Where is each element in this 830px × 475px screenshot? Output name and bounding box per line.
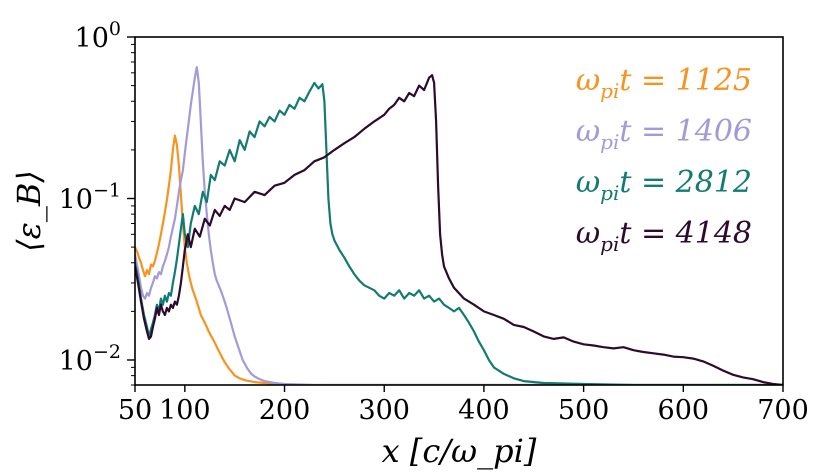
x-axis: 50 100 200 300 400 500 600 700 (118, 385, 809, 426)
legend-entry-3: ωpit = 4148 (576, 216, 752, 256)
legend-entry-2: ωpit = 2812 (576, 165, 752, 205)
y-axis-label: ⟨ε_B⟩ (10, 170, 48, 252)
x-tick-label: 50 (118, 395, 152, 426)
x-axis-label: x [c/ω_pi] (382, 432, 537, 470)
y-tick-label: 10−1 (59, 179, 121, 215)
series-line-0 (135, 134, 783, 385)
series-layer (135, 66, 783, 385)
x-tick-label: 600 (658, 395, 710, 426)
y-tick-label: 100 (75, 18, 121, 54)
x-tick-label: 200 (259, 395, 311, 426)
x-tick-label: 100 (159, 395, 211, 426)
series-line-1 (135, 66, 783, 385)
legend-entry-0: ωpit = 1125 (576, 63, 752, 103)
series-line-3 (135, 74, 783, 385)
y-tick-label: 10−2 (59, 341, 121, 377)
x-tick-label: 500 (558, 395, 610, 426)
x-tick-label: 300 (358, 395, 410, 426)
legend-entry-1: ωpit = 1406 (576, 114, 752, 154)
y-axis: 10−2 10−1 100 (59, 18, 135, 386)
plot-background (135, 37, 783, 385)
x-tick-label: 700 (757, 395, 809, 426)
plot-frame (134, 36, 784, 386)
series-line-2 (135, 81, 783, 385)
legend: ωpit = 1125 ωpit = 1406 ωpit = 2812 ωpit = … (576, 63, 752, 256)
x-tick-label: 400 (458, 395, 510, 426)
